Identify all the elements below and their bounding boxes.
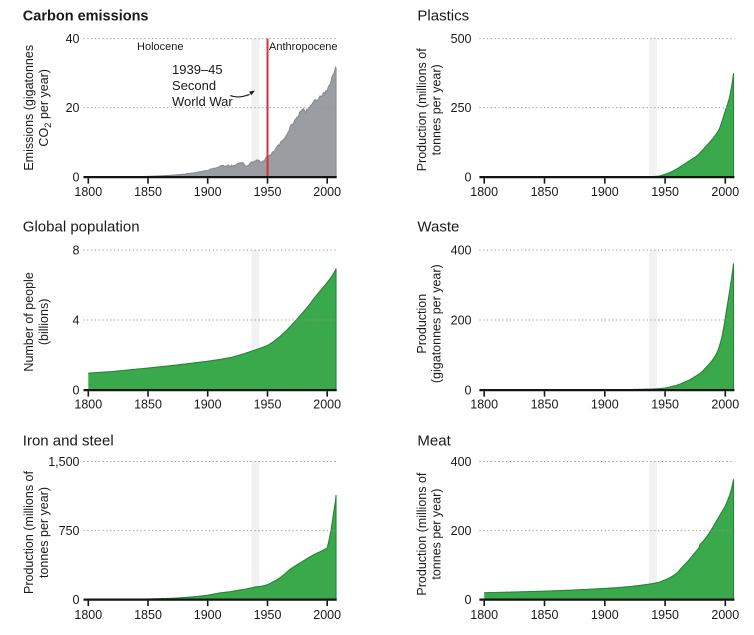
svg-text:1800: 1800 xyxy=(470,608,498,622)
svg-text:Production (millions of: Production (millions of xyxy=(415,472,429,595)
svg-text:1,500: 1,500 xyxy=(48,455,79,469)
svg-text:2000: 2000 xyxy=(711,185,739,199)
svg-text:750: 750 xyxy=(59,524,80,538)
svg-text:Production (millions of: Production (millions of xyxy=(22,470,36,593)
svg-text:1950: 1950 xyxy=(254,398,282,412)
svg-text:1850: 1850 xyxy=(531,608,559,622)
svg-text:0: 0 xyxy=(73,593,80,607)
svg-text:1950: 1950 xyxy=(254,185,282,199)
svg-text:Carbon emissions: Carbon emissions xyxy=(23,8,149,24)
svg-text:World War: World War xyxy=(172,94,233,109)
svg-text:1950: 1950 xyxy=(651,185,679,199)
svg-text:2000: 2000 xyxy=(711,608,739,622)
svg-text:Production: Production xyxy=(415,294,429,354)
svg-text:1850: 1850 xyxy=(531,185,559,199)
svg-text:250: 250 xyxy=(451,101,472,115)
svg-text:400: 400 xyxy=(451,455,472,469)
svg-text:1800: 1800 xyxy=(470,398,498,412)
svg-text:1850: 1850 xyxy=(134,608,162,622)
svg-text:1950: 1950 xyxy=(254,608,282,622)
svg-text:Number of people: Number of people xyxy=(22,272,36,371)
svg-text:Holocene: Holocene xyxy=(137,41,183,53)
svg-text:1950: 1950 xyxy=(651,608,679,622)
svg-text:(gigatonnes per year): (gigatonnes per year) xyxy=(430,264,444,383)
svg-text:Production (millions of: Production (millions of xyxy=(415,48,429,171)
svg-text:(billions): (billions) xyxy=(37,299,51,346)
svg-text:1800: 1800 xyxy=(74,185,102,199)
svg-text:1900: 1900 xyxy=(591,608,619,622)
svg-text:Anthropocene: Anthropocene xyxy=(269,41,338,53)
svg-text:Second: Second xyxy=(172,78,216,93)
svg-text:1900: 1900 xyxy=(591,185,619,199)
svg-text:tonnes per year): tonnes per year) xyxy=(430,64,444,155)
svg-text:2000: 2000 xyxy=(313,398,341,412)
svg-text:1900: 1900 xyxy=(194,608,222,622)
svg-text:1900: 1900 xyxy=(194,398,222,412)
svg-text:20: 20 xyxy=(66,101,80,115)
svg-text:Global population: Global population xyxy=(23,219,140,236)
svg-text:0: 0 xyxy=(465,171,472,185)
svg-text:1850: 1850 xyxy=(134,398,162,412)
svg-text:0: 0 xyxy=(465,384,472,398)
svg-text:Meat: Meat xyxy=(417,433,451,450)
svg-text:400: 400 xyxy=(451,244,472,258)
svg-text:200: 200 xyxy=(451,314,472,328)
svg-text:8: 8 xyxy=(73,244,80,258)
svg-text:1900: 1900 xyxy=(591,398,619,412)
svg-text:tonnes per year): tonnes per year) xyxy=(430,489,444,580)
svg-text:0: 0 xyxy=(73,384,80,398)
svg-text:2000: 2000 xyxy=(313,185,341,199)
svg-text:2000: 2000 xyxy=(313,608,341,622)
svg-text:1800: 1800 xyxy=(74,398,102,412)
svg-text:1950: 1950 xyxy=(651,398,679,412)
svg-text:0: 0 xyxy=(73,171,80,185)
svg-text:40: 40 xyxy=(66,32,80,46)
svg-text:200: 200 xyxy=(451,524,472,538)
svg-text:500: 500 xyxy=(451,32,472,46)
svg-text:Plastics: Plastics xyxy=(417,7,469,24)
svg-text:2000: 2000 xyxy=(711,398,739,412)
svg-text:Emissions (gigatonnes: Emissions (gigatonnes xyxy=(22,45,36,171)
svg-text:1939–45: 1939–45 xyxy=(172,62,223,77)
svg-text:tonnes per year): tonnes per year) xyxy=(37,487,51,578)
svg-text:1800: 1800 xyxy=(470,185,498,199)
svg-text:Iron and steel: Iron and steel xyxy=(23,433,114,450)
svg-text:1900: 1900 xyxy=(194,185,222,199)
svg-text:1800: 1800 xyxy=(74,608,102,622)
svg-text:1850: 1850 xyxy=(531,398,559,412)
svg-text:Waste: Waste xyxy=(417,219,459,236)
svg-text:0: 0 xyxy=(465,593,472,607)
svg-text:4: 4 xyxy=(73,314,80,328)
svg-text:1850: 1850 xyxy=(134,185,162,199)
